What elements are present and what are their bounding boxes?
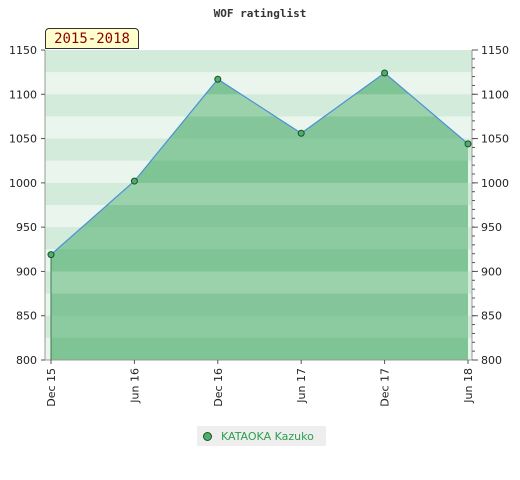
y-tick-label-right: 900: [481, 265, 502, 278]
data-point[interactable]: [47, 251, 55, 259]
legend-marker-icon: [203, 431, 212, 441]
y-tick-label: 950: [16, 221, 37, 234]
axes: 800 800 850 850 900 900 950 950 1000 1000 1050 1050…: [9, 44, 509, 407]
background-band: [45, 50, 472, 73]
area-band: [51, 315, 468, 339]
area-band: [51, 293, 468, 317]
area-band: [51, 205, 468, 228]
y-tick-label: 1000: [9, 177, 37, 190]
y-tick-label: 1150: [9, 44, 37, 57]
area-band: [51, 182, 468, 206]
background-band: [45, 72, 472, 95]
x-tick-label: Jun 18: [462, 368, 475, 404]
area-band: [51, 271, 468, 295]
area-band: [51, 160, 468, 184]
y-tick-label-right: 1000: [481, 177, 509, 190]
x-tick-label: Dec 16: [212, 368, 225, 407]
data-point[interactable]: [214, 75, 222, 83]
data-point[interactable]: [381, 69, 389, 77]
y-tick-label-right: 1050: [481, 133, 509, 146]
legend-label: KATAOKA Kazuko: [221, 429, 314, 443]
data-point[interactable]: [130, 177, 138, 185]
y-tick-label-right: 800: [481, 354, 502, 367]
y-tick-label: 850: [16, 310, 37, 323]
x-tick-label: Dec 15: [45, 368, 58, 407]
y-tick-label: 900: [16, 265, 37, 278]
area-band: [51, 249, 468, 272]
data-point[interactable]: [464, 140, 472, 148]
x-tick-label: Jun 17: [295, 368, 308, 404]
data-point[interactable]: [297, 129, 305, 137]
y-tick-label: 800: [16, 354, 37, 367]
y-tick-label-right: 1100: [481, 88, 509, 101]
y-tick-label-right: 950: [481, 221, 502, 234]
x-tick-label: Jun 16: [128, 368, 141, 404]
y-tick-label: 1050: [9, 133, 37, 146]
y-tick-label: 1100: [9, 88, 37, 101]
x-tick-label: Dec 17: [379, 368, 392, 407]
y-tick-label-right: 850: [481, 310, 502, 323]
legend[interactable]: KATAOKA Kazuko: [197, 426, 326, 446]
area-band: [51, 337, 468, 361]
data-marks: [47, 69, 472, 360]
chart-title: WOF ratinglist: [214, 7, 307, 20]
series-line: [50, 72, 469, 256]
y-tick-label-right: 1150: [481, 44, 509, 57]
period-label: 2015-2018: [45, 28, 139, 49]
area-band: [51, 227, 468, 250]
